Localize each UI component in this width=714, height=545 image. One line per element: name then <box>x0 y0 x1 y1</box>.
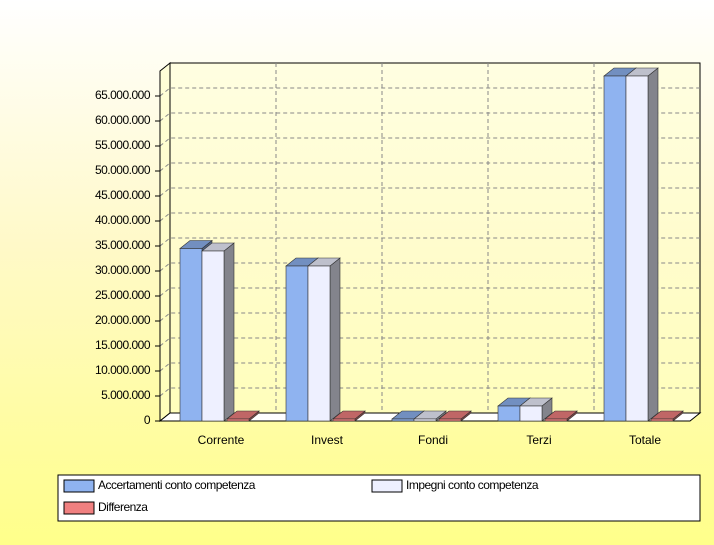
grid-line <box>159 387 700 397</box>
bar-front <box>391 418 415 422</box>
legend-swatch <box>371 479 403 493</box>
grid-line <box>159 112 700 122</box>
bar <box>201 242 235 422</box>
x-tick-label: Invest <box>311 433 344 447</box>
bar <box>438 410 472 422</box>
y-tick-label: 20.000.000 <box>95 313 151 327</box>
legend-label: Differenza <box>98 500 148 514</box>
y-tick-label: 25.000.000 <box>95 288 151 302</box>
bar-front <box>201 250 225 422</box>
bar-front <box>625 75 649 422</box>
bar-front <box>650 418 674 422</box>
bar-front <box>497 405 521 422</box>
bar <box>307 257 341 422</box>
legend-label: Accertamenti conto competenza <box>98 478 256 492</box>
y-tick-label: 40.000.000 <box>95 213 151 227</box>
y-tick-label: 10.000.000 <box>95 363 151 377</box>
grid-line <box>159 87 700 97</box>
grid-line <box>159 287 700 297</box>
bar <box>650 410 684 422</box>
bar-front <box>285 265 309 422</box>
grid-line <box>159 212 700 222</box>
bar-side <box>223 242 235 422</box>
grid-line <box>159 137 700 147</box>
bar-front <box>226 418 250 422</box>
bar-side <box>647 67 659 422</box>
bar-front <box>603 75 627 422</box>
grid-line <box>159 312 700 322</box>
y-tick-label: 60.000.000 <box>95 113 151 127</box>
grid-line <box>159 362 700 372</box>
x-tick-label: Terzi <box>526 433 551 447</box>
bar-front <box>179 248 203 422</box>
bar <box>332 410 366 422</box>
grid-line <box>159 237 700 247</box>
bar <box>226 410 260 422</box>
x-tick-label: Fondi <box>418 433 448 447</box>
x-tick-label: Totale <box>629 433 661 447</box>
x-tick-label: Corrente <box>198 433 245 447</box>
bar-front <box>438 418 462 422</box>
bar-front <box>544 418 568 422</box>
grid-line <box>159 262 700 272</box>
bar-front <box>413 418 437 422</box>
bar <box>625 67 659 422</box>
bar-side <box>329 257 341 422</box>
y-tick-label: 50.000.000 <box>95 163 151 177</box>
left-wall <box>159 61 171 423</box>
bar <box>519 397 553 422</box>
y-tick-label: 30.000.000 <box>95 263 151 277</box>
legend-swatch <box>63 501 95 515</box>
y-tick-label: 35.000.000 <box>95 238 151 252</box>
y-tick-label: 65.000.000 <box>95 88 151 102</box>
y-tick-label: 45.000.000 <box>95 188 151 202</box>
y-tick-label: 0 <box>144 413 151 427</box>
bar-front <box>332 418 356 422</box>
legend-swatch <box>63 479 95 493</box>
legend-label: Impegni conto competenza <box>406 478 539 492</box>
y-tick-label: 15.000.000 <box>95 338 151 352</box>
bar-front <box>519 405 543 422</box>
bar <box>413 410 447 422</box>
grid-line <box>159 187 700 197</box>
bar <box>544 410 578 422</box>
grid-line <box>159 337 700 347</box>
grid-line <box>159 162 700 172</box>
y-tick-label: 55.000.000 <box>95 138 151 152</box>
bar-front <box>307 265 331 422</box>
y-tick-label: 5.000.000 <box>101 388 151 402</box>
